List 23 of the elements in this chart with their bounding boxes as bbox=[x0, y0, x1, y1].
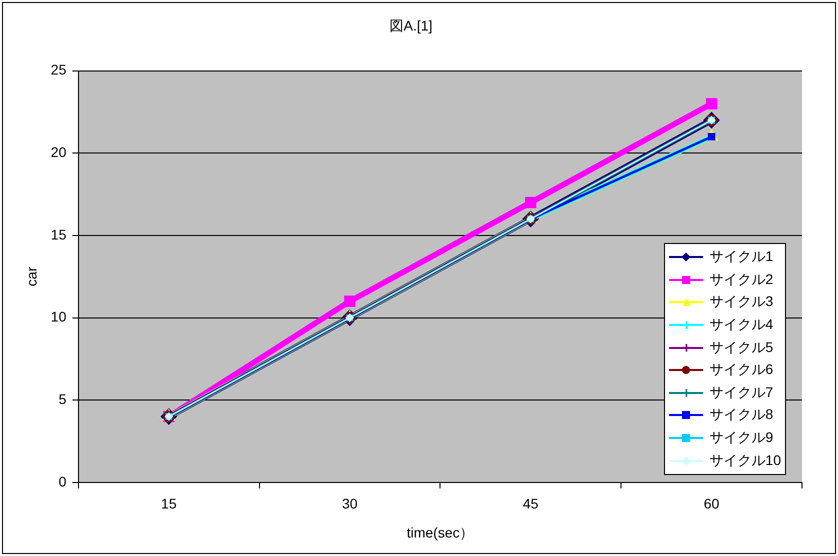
legend-label: サイクル2 bbox=[709, 270, 774, 289]
legend-label: サイクル9 bbox=[709, 429, 774, 448]
legend-label: サイクル10 bbox=[709, 452, 781, 470]
y-axis-title: car bbox=[23, 266, 40, 286]
legend-label: サイクル7 bbox=[709, 384, 774, 402]
y-tick-label: 10 bbox=[50, 308, 67, 325]
legend-label: サイクル8 bbox=[709, 406, 774, 424]
y-tick-label: 0 bbox=[58, 473, 67, 490]
x-tick-label: 45 bbox=[522, 496, 539, 512]
y-tick-label: 25 bbox=[50, 62, 67, 78]
y-tick-label: 20 bbox=[50, 144, 67, 160]
x-axis-title: time(sec） bbox=[406, 524, 474, 540]
y-tick-label: 5 bbox=[58, 390, 67, 407]
x-tick-label: 60 bbox=[704, 496, 720, 512]
legend-label: サイクル5 bbox=[709, 338, 774, 357]
legend-label: サイクル3 bbox=[709, 293, 774, 312]
legend-label: サイクル1 bbox=[709, 248, 774, 266]
legend-label: サイクル6 bbox=[709, 361, 774, 380]
chart-title: 図A.[1] bbox=[390, 17, 432, 34]
x-tick-label: 15 bbox=[161, 496, 177, 512]
legend-label: サイクル4 bbox=[709, 316, 774, 334]
x-tick-label: 30 bbox=[342, 496, 358, 512]
y-tick-label: 15 bbox=[50, 226, 67, 242]
